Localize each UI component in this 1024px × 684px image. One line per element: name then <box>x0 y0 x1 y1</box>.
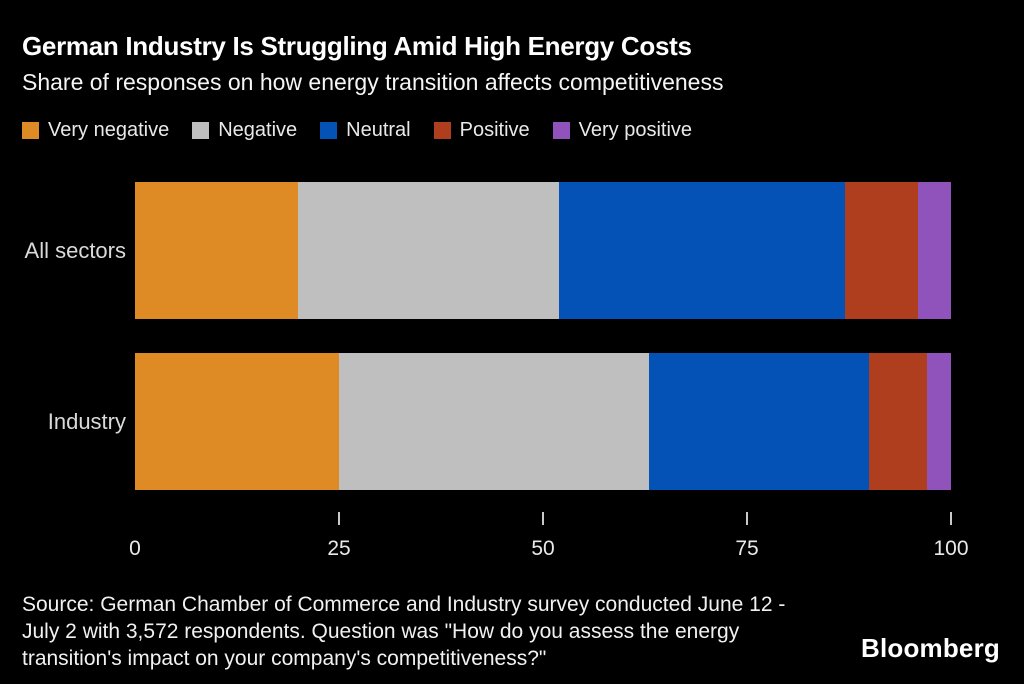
legend-label: Very negative <box>48 119 170 141</box>
legend-label: Positive <box>459 119 530 141</box>
bar-segment-neutral <box>649 353 870 490</box>
axis-tick-75 <box>746 512 748 525</box>
axis-tick-label-0: 0 <box>129 537 141 560</box>
bar-segment-very-positive <box>926 353 951 490</box>
legend-label: Negative <box>218 119 298 141</box>
legend-swatch-neutral <box>320 122 338 139</box>
source-note: Source: German Chamber of Commerce and I… <box>22 591 785 672</box>
bar-segment-positive <box>844 182 919 319</box>
legend-item-positive: Positive <box>433 119 530 142</box>
bar-segment-neutral <box>559 182 845 319</box>
legend-label: Very positive <box>578 119 693 141</box>
bar-segment-positive <box>869 353 927 490</box>
legend: Very negative Negative Neutral Positive Very… <box>22 119 692 142</box>
chart-subtitle: Share of responses on how energy transit… <box>22 69 724 95</box>
source-line: transition's impact on your company's co… <box>22 647 547 670</box>
legend-item-neutral: Neutral <box>320 119 411 142</box>
axis-tick-100 <box>950 512 952 525</box>
axis-tick-label-25: 25 <box>327 537 351 560</box>
legend-label: Neutral <box>346 119 411 141</box>
bloomberg-logo: Bloomberg <box>860 633 1000 663</box>
legend-item-negative: Negative <box>192 119 297 142</box>
axis-tick-label-75: 75 <box>735 537 759 560</box>
axis-tick-25 <box>338 512 340 525</box>
stacked-bar-industry <box>135 353 951 490</box>
legend-swatch-very-positive <box>552 122 570 139</box>
category-label: All sectors <box>24 237 126 263</box>
stacked-bar-chart: All sectors Industry <box>22 182 951 524</box>
bar-row-industry: Industry <box>22 353 951 490</box>
chart-title: German Industry Is Struggling Amid High … <box>22 31 692 61</box>
bar-segment-very-negative <box>135 182 299 319</box>
x-axis: 0 25 50 75 100 <box>129 512 969 572</box>
axis-tick-label-100: 100 <box>933 537 969 560</box>
bar-segment-negative <box>339 353 650 490</box>
legend-swatch-negative <box>192 122 210 139</box>
source-line: July 2 with 3,572 respondents. Question … <box>22 620 740 643</box>
bar-segment-very-positive <box>918 182 951 319</box>
bar-segment-negative <box>298 182 560 319</box>
legend-item-very-positive: Very positive <box>552 119 693 142</box>
axis-tick-50 <box>542 512 544 525</box>
legend-swatch-positive <box>433 122 451 139</box>
bar-segment-very-negative <box>135 353 339 490</box>
legend-swatch-very-negative <box>22 122 39 139</box>
stacked-bar-all-sectors <box>135 182 951 319</box>
category-label: Industry <box>47 408 126 434</box>
bar-row-all-sectors: All sectors <box>22 182 951 319</box>
legend-item-very-negative: Very negative <box>22 119 169 142</box>
axis-tick-label-50: 50 <box>531 537 555 560</box>
source-line: Source: German Chamber of Commerce and I… <box>22 593 786 616</box>
